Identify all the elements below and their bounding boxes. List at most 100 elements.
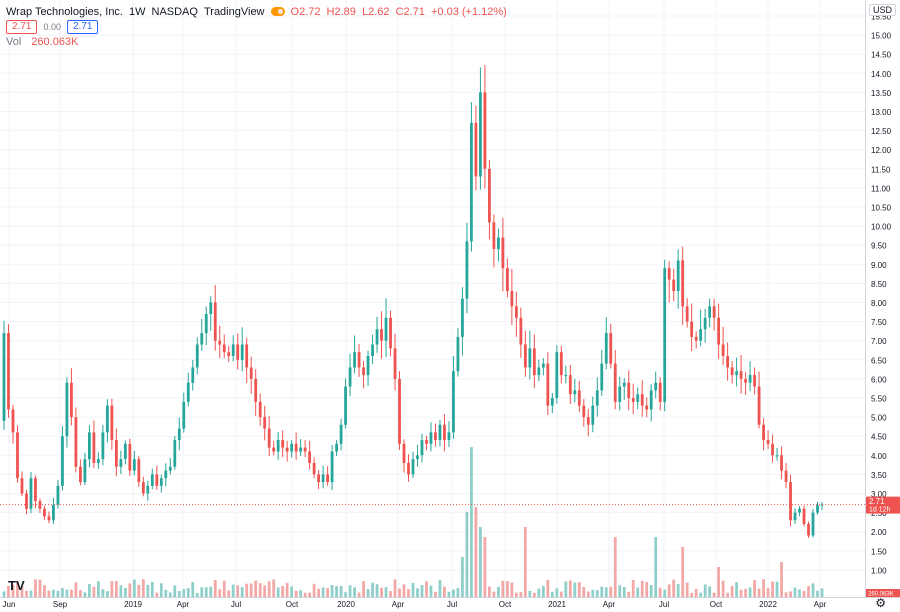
volume-bar: [231, 584, 235, 597]
candle-body: [667, 268, 671, 280]
volume-bar: [294, 590, 298, 597]
volume-bar: [34, 579, 37, 597]
volume-bar: [514, 592, 518, 597]
candle-body: [470, 122, 473, 242]
candle-body: [488, 168, 491, 223]
y-tick-label: 11.50: [871, 165, 891, 174]
candle-body: [618, 386, 622, 402]
candle-body: [110, 405, 114, 441]
change-value: +0.03 (+1.12%): [430, 5, 507, 18]
x-tick-label: 2022: [759, 600, 777, 609]
volume-bar: [258, 583, 262, 597]
candle-body: [497, 237, 500, 250]
candle-body: [802, 508, 806, 525]
volume-bar: [285, 582, 289, 597]
volume-bar: [407, 589, 410, 597]
volume-bar: [204, 587, 208, 597]
candle-body: [645, 405, 649, 410]
tradingview-logo[interactable]: TV: [8, 578, 25, 593]
candle-body: [519, 317, 523, 345]
volume-bar: [793, 587, 797, 597]
candle-body: [245, 344, 249, 368]
currency-selector[interactable]: USD: [868, 4, 896, 16]
volume-bar: [299, 590, 303, 597]
interval-label[interactable]: 1W: [129, 5, 146, 18]
candle-body: [114, 440, 118, 467]
candle-body: [402, 443, 406, 463]
volume-bar: [573, 582, 577, 597]
candle-body: [276, 440, 280, 452]
volume-bar: [497, 586, 500, 597]
volume-bar: [488, 586, 491, 597]
candle-body: [699, 329, 703, 341]
y-tick-label: 5.00: [871, 414, 887, 423]
volume-bar: [164, 589, 168, 597]
candle-body: [164, 470, 168, 479]
y-tick-label: 5.50: [871, 395, 887, 404]
x-tick-label: Jun: [3, 600, 16, 609]
candle-body: [577, 390, 581, 406]
time-axis[interactable]: Jun Sep 2019 Apr Jul Oct 2020 Apr Jul Oct 2021 Apr J…: [0, 597, 900, 610]
x-tick-label: Jul: [659, 600, 669, 609]
candle-body: [92, 432, 96, 463]
volume-label[interactable]: Vol: [6, 35, 22, 48]
candle-body: [25, 493, 28, 509]
candle-body: [721, 344, 725, 356]
x-tick-label: Oct: [286, 600, 299, 609]
volume-bar: [182, 589, 186, 597]
volume-bar: [411, 583, 415, 597]
volume-bar: [591, 589, 595, 597]
candle-body: [555, 352, 559, 398]
volume-bar: [640, 580, 644, 597]
ask-button[interactable]: 2.71: [67, 19, 99, 34]
bid-button[interactable]: 2.71: [6, 19, 38, 34]
volume-bar: [272, 579, 276, 597]
volume-bar: [317, 588, 321, 597]
volume-bar: [213, 579, 217, 597]
volume-bar: [263, 585, 267, 597]
candle-body: [240, 344, 244, 360]
volume-bar: [757, 588, 761, 597]
y-tick-label: 15.50: [871, 13, 892, 22]
volume-bar: [627, 591, 631, 597]
volume-bar: [137, 584, 141, 597]
candle-body: [186, 382, 190, 402]
candle-body: [204, 313, 208, 334]
candle-body: [434, 432, 437, 441]
volume-bar: [622, 586, 626, 597]
volume-bar: [146, 584, 150, 597]
market-status-icon[interactable]: [270, 7, 285, 16]
candle-body: [807, 524, 810, 536]
price-axis[interactable]: 1.00 1.50 2.00 2.50 3.00 3.50 4.00 4.50 5.00 5.50…: [865, 0, 900, 612]
candle-body: [622, 382, 626, 387]
y-tick-label: 4.50: [871, 433, 887, 442]
volume-bar: [218, 589, 222, 597]
volume-bar: [119, 585, 123, 597]
candle-body: [101, 432, 105, 460]
candle-body: [182, 401, 186, 429]
candle-body: [609, 333, 613, 364]
settings-icon[interactable]: ⚙: [875, 596, 886, 610]
volume-bar: [730, 585, 734, 597]
y-tick-label: 2.00: [871, 528, 887, 537]
volume-bar: [308, 592, 312, 597]
exchange-label: NASDAQ: [151, 5, 198, 18]
volume-bar: [380, 587, 383, 597]
candle-body: [267, 428, 271, 448]
symbol-name[interactable]: Wrap Technologies, Inc.: [6, 5, 123, 18]
candle-body: [627, 382, 631, 398]
candle-body: [532, 348, 536, 376]
volume-bar: [330, 585, 334, 597]
volume-bar: [56, 590, 60, 597]
candle-body: [227, 352, 231, 356]
volume-bar: [155, 592, 159, 597]
candle-body: [218, 340, 222, 345]
candle-body: [559, 352, 563, 376]
volume-bar: [501, 580, 505, 597]
candle-body: [744, 378, 747, 383]
candle-body: [757, 386, 761, 425]
candle-body: [146, 485, 150, 494]
candle-body: [308, 451, 312, 463]
